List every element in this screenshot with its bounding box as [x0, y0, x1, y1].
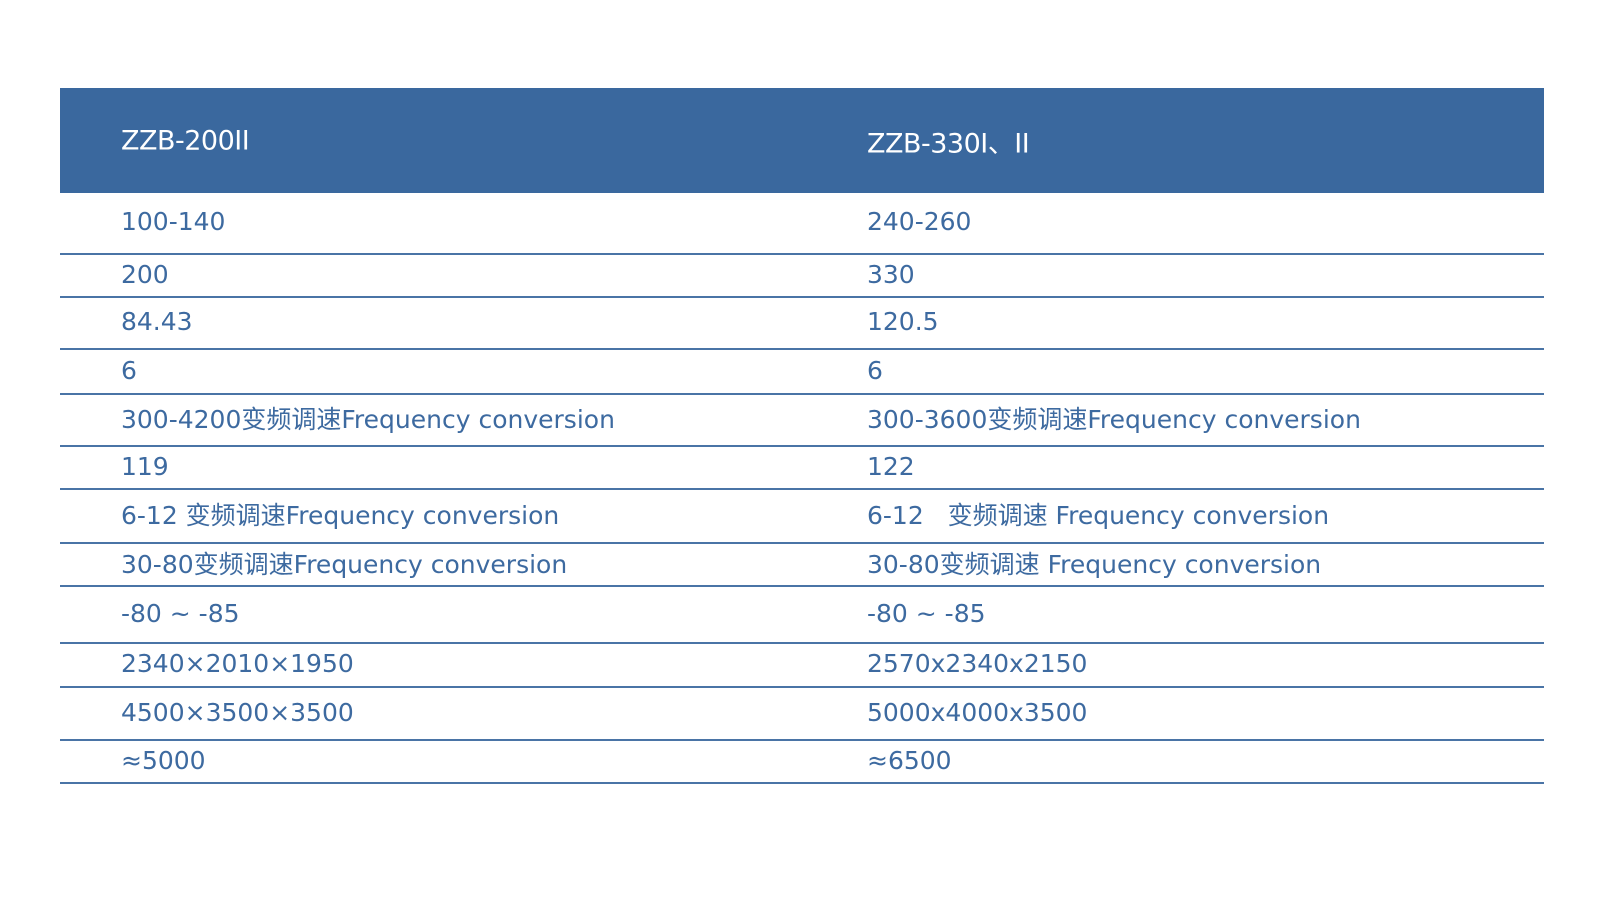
- cell-model-2: 5000x4000x3500: [867, 697, 1088, 727]
- table-row: 84.43 120.5: [60, 298, 1544, 350]
- table-row: 4500×3500×3500 5000x4000x3500: [60, 688, 1544, 741]
- table-row: ≈5000 ≈6500: [60, 741, 1544, 784]
- cell-model-2: 6: [867, 355, 883, 385]
- cell-model-1: 4500×3500×3500: [121, 697, 354, 727]
- table-row: 30-80变频调速Frequency conversion 30-80变频调速 F…: [60, 544, 1544, 587]
- table-header: ZZB-200II ZZB-330I、II: [60, 88, 1544, 193]
- cell-model-2: 6-12 变频调速 Frequency conversion: [867, 501, 1330, 531]
- table-row: 119 122: [60, 447, 1544, 490]
- cell-model-2: ≈6500: [867, 745, 952, 775]
- cell-model-2: 30-80变频调速 Frequency conversion: [867, 549, 1322, 579]
- cell-model-2: 122: [867, 451, 915, 481]
- spec-table: ZZB-200II ZZB-330I、II 100-140 240-260 200 3…: [60, 88, 1544, 784]
- cell-model-2: 2570x2340x2150: [867, 649, 1088, 679]
- cell-model-2: 120.5: [867, 307, 939, 337]
- cell-model-1: 100-140: [121, 207, 226, 237]
- cell-model-1: 300-4200变频调速Frequency conversion: [121, 405, 615, 435]
- cell-model-1: 30-80变频调速Frequency conversion: [121, 549, 568, 579]
- table-row: 300-4200变频调速Frequency conversion 300-3600…: [60, 395, 1544, 447]
- cell-model-1: 84.43: [121, 307, 193, 337]
- cell-model-2: -80 ~ -85: [867, 598, 986, 628]
- header-model-1: ZZB-200II: [121, 125, 250, 156]
- table-row: 6-12 变频调速Frequency conversion 6-12 变频调速 F…: [60, 490, 1544, 544]
- table-row: 100-140 240-260: [60, 193, 1544, 255]
- cell-model-1: -80 ~ -85: [121, 598, 240, 628]
- cell-model-1: 6-12 变频调速Frequency conversion: [121, 501, 560, 531]
- cell-model-2: 330: [867, 259, 915, 289]
- header-model-2: ZZB-330I、II: [867, 128, 1030, 159]
- cell-model-1: 200: [121, 259, 169, 289]
- cell-model-1: ≈5000: [121, 745, 206, 775]
- table-row: -80 ~ -85 -80 ~ -85: [60, 587, 1544, 644]
- table-row: 2340×2010×1950 2570x2340x2150: [60, 644, 1544, 688]
- cell-model-2: 240-260: [867, 207, 972, 237]
- cell-model-1: 119: [121, 451, 169, 481]
- table-body: 100-140 240-260 200 330 84.43 120.5 6 6 300-4200…: [60, 193, 1544, 784]
- table-row: 200 330: [60, 255, 1544, 298]
- cell-model-1: 6: [121, 355, 137, 385]
- cell-model-1: 2340×2010×1950: [121, 649, 354, 679]
- cell-model-2: 300-3600变频调速Frequency conversion: [867, 405, 1361, 435]
